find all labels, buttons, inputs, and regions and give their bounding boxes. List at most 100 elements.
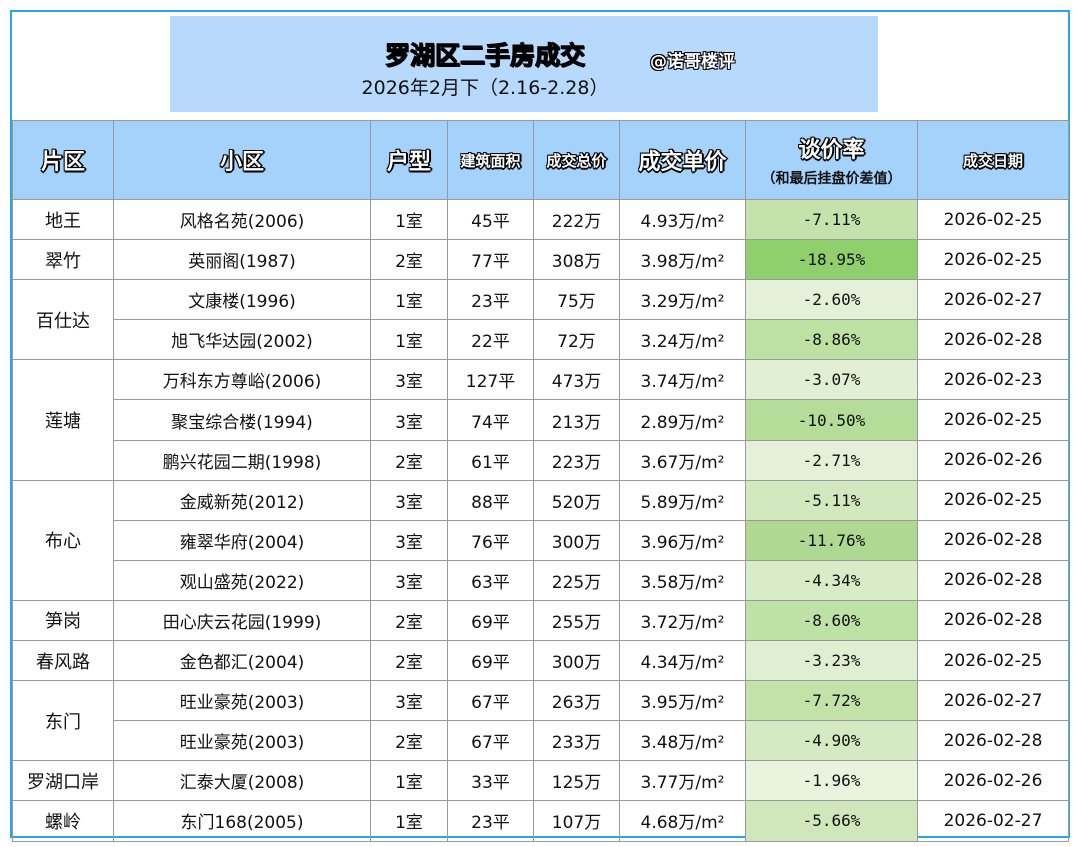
cell-total-price: 225万 bbox=[533, 559, 620, 601]
cell-unit-price: 3.95万/m² bbox=[619, 680, 746, 722]
cell-area: 69平 bbox=[447, 599, 534, 642]
cell-layout: 1室 bbox=[370, 760, 448, 802]
cell-community: 旺业豪苑(2003) bbox=[113, 720, 371, 762]
cell-total-price: 233万 bbox=[533, 720, 620, 762]
cell-community: 鹏兴花园二期(1998) bbox=[113, 439, 371, 481]
cell-discount-rate: -4.34% bbox=[745, 559, 918, 601]
cell-district: 笋岗 bbox=[12, 599, 114, 642]
table-row: 雍翠华府(2004) 3室 76平 300万 3.96万/m² -11.76% 2026-0… bbox=[13, 519, 1069, 561]
cell-district: 罗湖口岸 bbox=[12, 760, 114, 802]
cell-unit-price: 3.74万/m² bbox=[619, 359, 746, 401]
cell-layout: 1室 bbox=[370, 800, 448, 842]
cell-discount-rate: -8.86% bbox=[745, 319, 918, 361]
col-header-layout: 户型 bbox=[370, 120, 448, 200]
cell-total-price: 520万 bbox=[533, 479, 620, 521]
col-header-unit-price: 成交单价 bbox=[619, 120, 746, 200]
cell-discount-rate: -2.71% bbox=[745, 439, 918, 481]
table-row: 布心 金威新苑(2012) 3室 88平 520万 5.89万/m² -5.11% 2026-… bbox=[12, 479, 1069, 601]
cell-area: 69平 bbox=[447, 640, 534, 682]
cell-date: 2026-02-28 bbox=[917, 599, 1069, 642]
cell-unit-price: 3.67万/m² bbox=[619, 439, 746, 481]
cell-date: 2026-02-27 bbox=[917, 680, 1069, 722]
cell-layout: 3室 bbox=[370, 399, 448, 441]
cell-total-price: 75万 bbox=[533, 279, 620, 321]
table-row: 旭飞华达园(2002) 1室 22平 72万 3.24万/m² -8.86% 2026-02… bbox=[13, 319, 1069, 361]
cell-unit-price: 3.72万/m² bbox=[619, 599, 746, 642]
cell-layout: 2室 bbox=[370, 439, 448, 481]
cell-area: 61平 bbox=[447, 439, 534, 481]
cell-community: 金色都汇(2004) bbox=[113, 640, 371, 682]
table-row: 笋岗 田心庆云花园(1999) 2室 69平 255万 3.72万/m² -8.60% 202… bbox=[12, 599, 1069, 642]
cell-community: 风格名苑(2006) bbox=[113, 198, 371, 241]
table-row: 莲塘 万科东方尊峪(2006) 3室 127平 473万 3.74万/m² -3.07% 20… bbox=[12, 359, 1069, 481]
cell-discount-rate: -3.07% bbox=[745, 359, 918, 401]
cell-date: 2026-02-25 bbox=[917, 198, 1069, 241]
cell-date: 2026-02-25 bbox=[917, 399, 1069, 441]
cell-community: 英丽阁(1987) bbox=[113, 239, 371, 281]
col-header-district: 片区 bbox=[12, 120, 114, 200]
table-row: 翠竹 英丽阁(1987) 2室 77平 308万 3.98万/m² -18.95% 2026-… bbox=[12, 239, 1069, 281]
cell-discount-rate: -4.90% bbox=[745, 720, 918, 762]
cell-district: 翠竹 bbox=[12, 239, 114, 281]
cell-unit-price: 4.93万/m² bbox=[619, 198, 746, 241]
cell-date: 2026-02-27 bbox=[917, 279, 1069, 321]
cell-total-price: 473万 bbox=[533, 359, 620, 401]
cell-layout: 2室 bbox=[370, 640, 448, 682]
cell-date: 2026-02-27 bbox=[917, 800, 1069, 842]
cell-community: 金威新苑(2012) bbox=[113, 479, 371, 521]
table-row: 罗湖口岸 汇泰大厦(2008) 1室 33平 125万 3.77万/m² -1.96% 202… bbox=[12, 760, 1069, 802]
cell-unit-price: 3.96万/m² bbox=[619, 519, 746, 561]
cell-area: 88平 bbox=[447, 479, 534, 521]
header-banner: 罗湖区二手房成交 @诺哥楼评 2026年2月下（2.16-2.28） bbox=[170, 16, 878, 112]
cell-district: 地王 bbox=[12, 198, 114, 241]
cell-layout: 1室 bbox=[370, 279, 448, 321]
cell-unit-price: 3.98万/m² bbox=[619, 239, 746, 281]
cell-area: 67平 bbox=[447, 720, 534, 762]
cell-area: 22平 bbox=[447, 319, 534, 361]
cell-community: 观山盛苑(2022) bbox=[113, 559, 371, 601]
cell-area: 74平 bbox=[447, 399, 534, 441]
table-row: 百仕达 文康楼(1996) 1室 23平 75万 3.29万/m² -2.60% 2026-0… bbox=[12, 279, 1069, 361]
cell-date: 2026-02-25 bbox=[917, 479, 1069, 521]
cell-date: 2026-02-26 bbox=[917, 760, 1069, 802]
cell-community: 万科东方尊峪(2006) bbox=[113, 359, 371, 401]
cell-total-price: 255万 bbox=[533, 599, 620, 642]
table-row: 观山盛苑(2022) 3室 63平 225万 3.58万/m² -4.34% 2026-02… bbox=[13, 559, 1069, 601]
cell-layout: 2室 bbox=[370, 239, 448, 281]
cell-unit-price: 3.58万/m² bbox=[619, 559, 746, 601]
cell-date: 2026-02-26 bbox=[917, 439, 1069, 481]
cell-discount-rate: -7.72% bbox=[745, 680, 918, 722]
cell-area: 23平 bbox=[447, 800, 534, 842]
cell-layout: 3室 bbox=[370, 559, 448, 601]
cell-community: 旭飞华达园(2002) bbox=[113, 319, 371, 361]
col-header-area: 建筑面积 bbox=[447, 120, 534, 200]
cell-discount-rate: -10.50% bbox=[745, 399, 918, 441]
cell-area: 45平 bbox=[447, 198, 534, 241]
cell-unit-price: 3.29万/m² bbox=[619, 279, 746, 321]
cell-community: 文康楼(1996) bbox=[113, 279, 371, 321]
cell-district: 莲塘 bbox=[12, 359, 114, 481]
cell-area: 63平 bbox=[447, 559, 534, 601]
col-header-discount: 谈价率 （和最后挂盘价差值） bbox=[745, 120, 918, 200]
cell-date: 2026-02-28 bbox=[917, 720, 1069, 762]
table-row: 聚宝综合楼(1994) 3室 74平 213万 2.89万/m² -10.50% 2026-… bbox=[13, 399, 1069, 441]
cell-date: 2026-02-25 bbox=[917, 640, 1069, 682]
cell-area: 76平 bbox=[447, 519, 534, 561]
cell-discount-rate: -11.76% bbox=[745, 519, 918, 561]
cell-layout: 2室 bbox=[370, 720, 448, 762]
table-row: 东门 旺业豪苑(2003) 3室 67平 263万 3.95万/m² -7.72% 2026-… bbox=[12, 680, 1069, 762]
cell-unit-price: 2.89万/m² bbox=[619, 399, 746, 441]
cell-date: 2026-02-25 bbox=[917, 239, 1069, 281]
transactions-table: 片区 小区 户型 建筑面积 成交总价 成交单价 谈价率 （和最后挂盘价差值） 成… bbox=[12, 120, 1069, 842]
col-header-total-price: 成交总价 bbox=[533, 120, 620, 200]
col-header-discount-label: 谈价率 bbox=[798, 138, 865, 163]
table-body: 地王 风格名苑(2006) 1室 45平 222万 4.93万/m² -7.11% 2026-… bbox=[12, 198, 1069, 842]
cell-total-price: 300万 bbox=[533, 640, 620, 682]
table-row: 地王 风格名苑(2006) 1室 45平 222万 4.93万/m² -7.11% 2026-… bbox=[12, 198, 1069, 241]
cell-area: 67平 bbox=[447, 680, 534, 722]
cell-total-price: 72万 bbox=[533, 319, 620, 361]
cell-layout: 2室 bbox=[370, 599, 448, 642]
cell-total-price: 125万 bbox=[533, 760, 620, 802]
cell-discount-rate: -7.11% bbox=[745, 198, 918, 241]
cell-total-price: 213万 bbox=[533, 399, 620, 441]
